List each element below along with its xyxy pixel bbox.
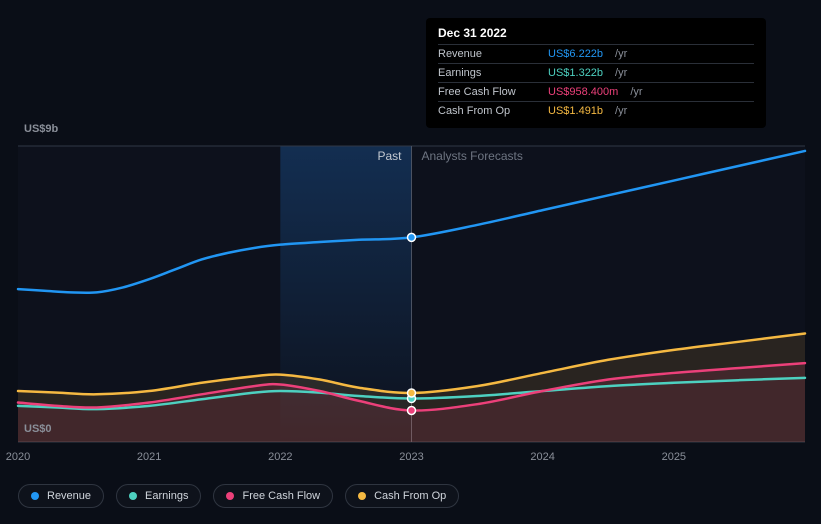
tooltip-row: Revenue US$6.222b/yr xyxy=(438,44,754,63)
x-tick-label: 2023 xyxy=(399,451,423,463)
label-forecast: Analysts Forecasts xyxy=(422,149,523,163)
x-tick-label: 2025 xyxy=(662,451,686,463)
tooltip: Dec 31 2022 Revenue US$6.222b/yr Earnings U… xyxy=(426,18,766,128)
tooltip-row-label: Earnings xyxy=(438,67,538,79)
tooltip-row-unit: /yr xyxy=(615,105,627,117)
legend-dot xyxy=(358,492,366,500)
tooltip-row-value: US$1.322b xyxy=(548,67,603,79)
legend: Revenue Earnings Free Cash Flow Cash From O… xyxy=(18,484,459,508)
legend-label: Free Cash Flow xyxy=(242,490,320,502)
tooltip-row-value: US$1.491b xyxy=(548,105,603,117)
legend-dot xyxy=(129,492,137,500)
x-tick-label: 2022 xyxy=(268,451,292,463)
legend-label: Revenue xyxy=(47,490,91,502)
tooltip-row-value: US$958.400m xyxy=(548,86,618,98)
tooltip-row-unit: /yr xyxy=(615,67,627,79)
y-max-label: US$9b xyxy=(24,123,59,135)
label-past: Past xyxy=(377,149,402,163)
x-tick-label: 2021 xyxy=(137,451,161,463)
legend-item-cfo[interactable]: Cash From Op xyxy=(345,484,459,508)
legend-label: Earnings xyxy=(145,490,188,502)
marker-fcf xyxy=(408,406,416,414)
tooltip-row-value: US$6.222b xyxy=(548,48,603,60)
x-tick-label: 2024 xyxy=(530,451,554,463)
tooltip-row-unit: /yr xyxy=(630,86,642,98)
x-tick-label: 2020 xyxy=(6,451,30,463)
marker-cfo xyxy=(408,389,416,397)
tooltip-date: Dec 31 2022 xyxy=(438,26,754,40)
legend-item-revenue[interactable]: Revenue xyxy=(18,484,104,508)
tooltip-row-label: Revenue xyxy=(438,48,538,60)
tooltip-row: Cash From Op US$1.491b/yr xyxy=(438,101,754,120)
legend-item-earnings[interactable]: Earnings xyxy=(116,484,201,508)
legend-dot xyxy=(226,492,234,500)
y-min-label: US$0 xyxy=(24,423,52,435)
marker-revenue xyxy=(408,233,416,241)
legend-item-fcf[interactable]: Free Cash Flow xyxy=(213,484,333,508)
tooltip-row: Free Cash Flow US$958.400m/yr xyxy=(438,82,754,101)
legend-dot xyxy=(31,492,39,500)
legend-label: Cash From Op xyxy=(374,490,446,502)
tooltip-row-unit: /yr xyxy=(615,48,627,60)
tooltip-row: Earnings US$1.322b/yr xyxy=(438,63,754,82)
chart-container: { "chart": { "width": 821, "height": 524… xyxy=(0,0,821,524)
tooltip-row-label: Free Cash Flow xyxy=(438,86,538,98)
tooltip-row-label: Cash From Op xyxy=(438,105,538,117)
